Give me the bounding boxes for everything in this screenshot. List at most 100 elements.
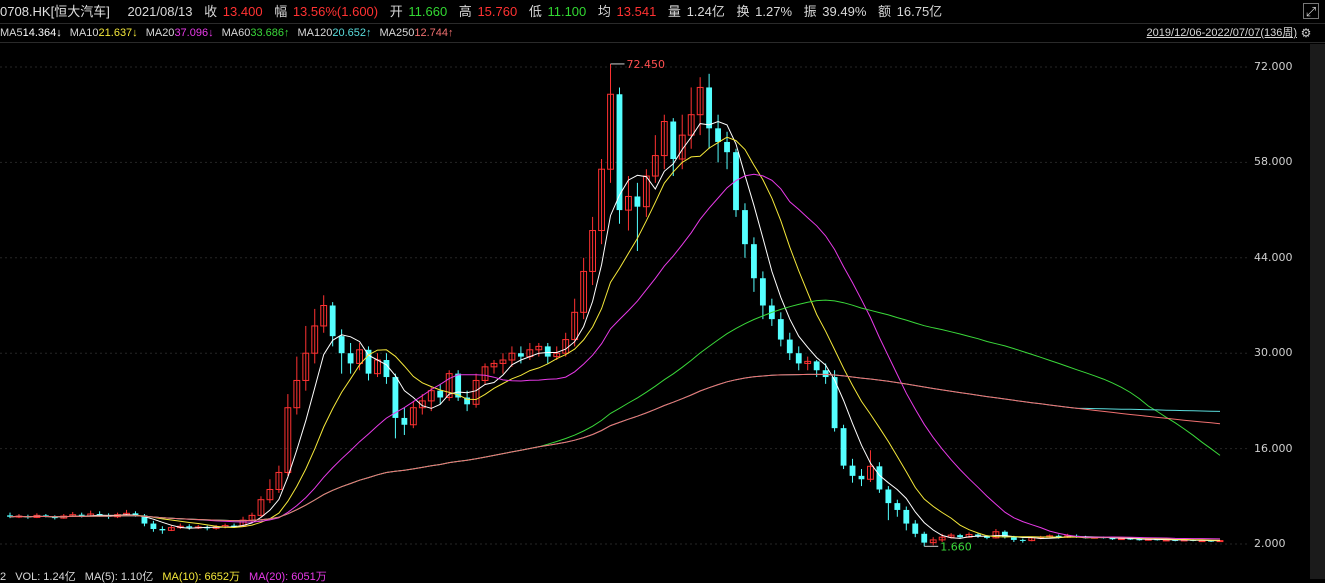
candle-body-up — [508, 352, 516, 361]
candle-body-down — [51, 516, 58, 519]
ma20-line — [9, 173, 1221, 540]
min-price-label: 1.660 — [940, 540, 972, 553]
quote-header: 0708.HK[恒大汽车] 2021/08/13 收 13.400 幅 13.5… — [0, 0, 1325, 24]
candle-body-up — [804, 360, 812, 364]
candle-body-down — [455, 373, 462, 398]
amplitude-value: 39.49% — [822, 4, 867, 19]
candle-body-up — [356, 349, 363, 364]
candle-body-down — [975, 534, 981, 537]
volume-label: 量 — [667, 4, 681, 19]
candle-body-up — [598, 168, 605, 232]
price-tick-label: 30.000 — [1254, 346, 1293, 360]
ma-legend-value-ma20: 37.096↓ — [174, 27, 214, 39]
candle-body-down — [957, 535, 963, 538]
candle-body-up — [660, 121, 668, 157]
candle-body-down — [706, 87, 713, 129]
candle-body-down — [383, 360, 390, 378]
candle-body-up — [687, 114, 695, 136]
legend-divider — [0, 42, 1325, 43]
candle-body-down — [885, 489, 892, 504]
expand-icon[interactable]: ⤢ — [1303, 3, 1319, 19]
candle-body-up — [1117, 538, 1125, 541]
max-price-label: 72.450 — [627, 58, 666, 71]
open-label: 开 — [389, 4, 403, 19]
candle-body-down — [616, 94, 623, 211]
candle-body-up — [293, 379, 301, 409]
turnover-label: 换 — [736, 4, 750, 19]
price-tick-label: 16.000 — [1254, 441, 1293, 455]
candle-body-down — [7, 515, 13, 517]
amplitude-label: 振 — [803, 4, 817, 19]
vertical-scrollbar[interactable] — [1310, 44, 1325, 579]
candle-body-down — [813, 361, 820, 371]
candle-body-up — [642, 175, 650, 208]
candle-body-up — [867, 465, 874, 480]
candle-body-down — [392, 377, 399, 418]
candle-body-up — [481, 366, 489, 381]
ma120-line — [9, 373, 1221, 522]
settings-icon[interactable]: ⚙ — [1300, 26, 1312, 40]
candle-body-down — [715, 128, 721, 142]
candle-body-up — [499, 359, 507, 364]
stock-code[interactable]: 0708.HK[恒大汽车] — [0, 4, 110, 19]
candle-body-down — [329, 305, 336, 337]
candle-body-up — [589, 230, 597, 272]
candle-body-up — [580, 270, 588, 313]
low-value: 11.100 — [547, 4, 587, 19]
candle-body-down — [921, 533, 928, 543]
candle-body-up — [929, 539, 937, 544]
candle-body-up — [302, 352, 310, 381]
candle-body-down — [437, 390, 444, 398]
high-label: 高 — [458, 4, 472, 19]
ma-legend: MA5 14.364↓ MA10 21.637↓ MA20 37.096↓ MA60 … — [0, 24, 1325, 42]
volume-ma20: MA(20): 6051万 — [249, 571, 327, 583]
candle-body-down — [159, 529, 166, 531]
candle-body-down — [858, 475, 865, 480]
candle-body-down — [96, 514, 103, 516]
candle-body-up — [625, 195, 632, 211]
candle-body-down — [141, 515, 148, 524]
ma-legend-label-ma120: MA120 — [297, 27, 333, 39]
candle-body-up — [275, 471, 283, 490]
candle-body-down — [840, 428, 847, 466]
candle-body-down — [759, 278, 766, 306]
candle-body-down — [544, 346, 551, 357]
candle-body-up — [427, 390, 435, 402]
candle-body-up — [418, 400, 426, 409]
ma10-line — [9, 136, 1221, 541]
amount-value: 16.75亿 — [896, 4, 943, 19]
candle-body-down — [903, 509, 910, 524]
candle-body-down — [401, 417, 408, 425]
avg-label: 均 — [597, 4, 611, 19]
open-value: 11.660 — [408, 4, 448, 19]
candle-body-down — [786, 339, 793, 354]
candle-body-down — [464, 397, 471, 405]
candle-body-up — [311, 325, 319, 354]
candle-body-down — [338, 336, 345, 354]
candle-body-down — [1001, 531, 1008, 538]
close-value: 13.400 — [222, 4, 263, 19]
ma-legend-value-ma5: 14.364↓ — [22, 27, 62, 39]
candle-body-up — [651, 155, 659, 177]
ma-legend-label-ma10: MA10 — [69, 27, 99, 39]
candle-body-down — [894, 503, 901, 510]
close-label: 收 — [204, 4, 218, 19]
candlestick-chart[interactable]: 72.450 1.660 — [0, 44, 1248, 572]
candle-body-down — [1109, 537, 1116, 540]
ma-legend-label-ma20: MA20 — [145, 27, 175, 39]
candle-body-up — [257, 499, 265, 516]
candle-body-up — [696, 86, 704, 116]
ma-legend-label-ma250: MA250 — [379, 27, 415, 39]
candle-body-down — [876, 466, 883, 490]
volume-ma5: MA(5): 1.10亿 — [84, 571, 154, 583]
candle-body-down — [186, 526, 193, 528]
ma60-line — [9, 299, 1221, 522]
date-range[interactable]: 2019/12/06-2022/07/07(136周) — [1146, 27, 1297, 39]
low-label: 低 — [528, 4, 542, 19]
volume-vol: VOL: 1.24亿 — [15, 571, 76, 583]
ma-legend-label-ma60: MA60 — [221, 27, 251, 39]
candle-body-up — [938, 536, 946, 541]
change-label: 幅 — [274, 4, 288, 19]
candle-body-up — [490, 362, 498, 368]
ma-legend-value-ma120: 20.652↑ — [332, 27, 372, 39]
